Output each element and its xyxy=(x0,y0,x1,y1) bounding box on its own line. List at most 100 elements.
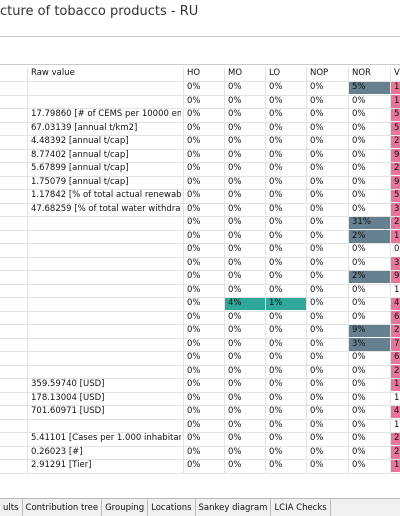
row-line xyxy=(0,378,400,379)
tab[interactable]: LCIA Checks xyxy=(271,499,331,516)
cell: 0% xyxy=(187,460,201,470)
cell: 0% xyxy=(310,284,324,295)
highlight-cell xyxy=(391,378,400,391)
cell: 0% xyxy=(310,244,324,254)
highlight-cell xyxy=(391,149,400,162)
cell: 1 xyxy=(394,379,400,389)
tab[interactable]: Sankey diagram xyxy=(196,499,272,516)
column-header[interactable]: MO xyxy=(228,68,243,78)
cell: 0% xyxy=(187,325,201,335)
cell: 0% xyxy=(352,122,366,133)
cell: 0% xyxy=(228,460,242,470)
cell: 0% xyxy=(187,352,201,362)
cell: 0% xyxy=(269,82,283,92)
highlight-cell xyxy=(391,108,400,121)
cell: 7 xyxy=(394,338,400,349)
cell: 0% xyxy=(187,379,201,389)
cell: 0% xyxy=(269,257,283,268)
tab[interactable]: Locations xyxy=(148,499,196,516)
column-header[interactable]: Raw value xyxy=(31,68,75,78)
cell: 0% xyxy=(187,406,201,416)
cell: 0% xyxy=(187,163,201,173)
highlight-cell xyxy=(391,324,400,337)
cell: 0% xyxy=(310,82,324,92)
tab[interactable]: ults xyxy=(0,499,23,516)
cell: 1 xyxy=(394,284,400,295)
cell: 0% xyxy=(228,122,242,133)
cell: 0% xyxy=(352,136,366,146)
cell: 1 xyxy=(394,392,400,403)
tab[interactable]: Grouping xyxy=(102,499,149,516)
cell: 0% xyxy=(269,419,283,430)
cell: 0% xyxy=(228,136,242,146)
column-header[interactable]: NOR xyxy=(352,68,371,78)
highlight-cell xyxy=(349,230,390,243)
column-divider xyxy=(183,67,184,473)
highlight-cell xyxy=(391,81,400,94)
highlight-cell xyxy=(391,162,400,175)
cell: 1% xyxy=(269,298,283,308)
cell: 0% xyxy=(228,244,242,254)
cell: 9 xyxy=(394,271,400,281)
column-divider xyxy=(306,67,307,473)
cell: 0% xyxy=(187,244,201,254)
header-line xyxy=(0,81,400,82)
highlight-cell xyxy=(349,81,390,94)
cell: 0% xyxy=(269,176,283,187)
cell: 2% xyxy=(352,230,366,241)
cell: 0% xyxy=(310,365,324,376)
row-line xyxy=(0,162,400,163)
highlight-cell xyxy=(225,297,265,310)
cell: 2 xyxy=(394,446,400,457)
cell: 0% xyxy=(310,257,324,268)
cell: 0% xyxy=(187,271,201,281)
cell: 0% xyxy=(228,95,242,106)
cell: 0% xyxy=(269,284,283,295)
cell: 0% xyxy=(310,379,324,389)
cell: 0% xyxy=(310,149,324,160)
cell: 0% xyxy=(187,433,201,443)
cell: 0% xyxy=(352,109,366,119)
cell: 0% xyxy=(269,271,283,281)
column-header[interactable]: LO xyxy=(269,68,281,78)
cell: 0% xyxy=(228,325,242,335)
column-header[interactable]: V xyxy=(394,68,400,78)
cell: 0% xyxy=(352,352,366,362)
cell: 0% xyxy=(269,190,283,200)
cell: 0% xyxy=(352,203,366,214)
cell: 0% xyxy=(187,230,201,241)
cell: 0% xyxy=(269,325,283,335)
highlight-cell xyxy=(391,216,400,229)
row-line xyxy=(0,256,400,258)
cell: 0% xyxy=(269,136,283,146)
cell: 1 xyxy=(394,95,400,106)
row-line xyxy=(0,310,400,312)
cell: 0% xyxy=(228,311,242,322)
row-line xyxy=(0,351,400,352)
cell: 0% xyxy=(228,284,242,295)
raw-value: 1.75079 [annual t/cap] xyxy=(31,176,129,187)
row-line xyxy=(0,364,400,366)
cell: 0% xyxy=(269,338,283,349)
separator xyxy=(0,64,400,65)
cell: 0% xyxy=(187,338,201,349)
cell: 0% xyxy=(352,433,366,443)
column-divider xyxy=(390,67,391,473)
row-line xyxy=(0,94,400,96)
row-line xyxy=(0,418,400,420)
cell: 2 xyxy=(394,433,400,443)
column-header[interactable]: HO xyxy=(187,68,201,78)
cell: 0% xyxy=(187,392,201,403)
cell: 2 xyxy=(394,163,400,173)
cell: 0% xyxy=(269,311,283,322)
cell: 0% xyxy=(269,365,283,376)
cell: 0% xyxy=(352,392,366,403)
highlight-cell xyxy=(391,338,400,351)
column-header[interactable]: NOP xyxy=(310,68,329,78)
cell: 5 xyxy=(394,109,400,119)
raw-value: 8.77402 [annual t/cap] xyxy=(31,149,129,160)
tab[interactable]: Contribution tree xyxy=(23,499,103,516)
cell: 0% xyxy=(310,325,324,335)
row-line xyxy=(0,243,400,244)
